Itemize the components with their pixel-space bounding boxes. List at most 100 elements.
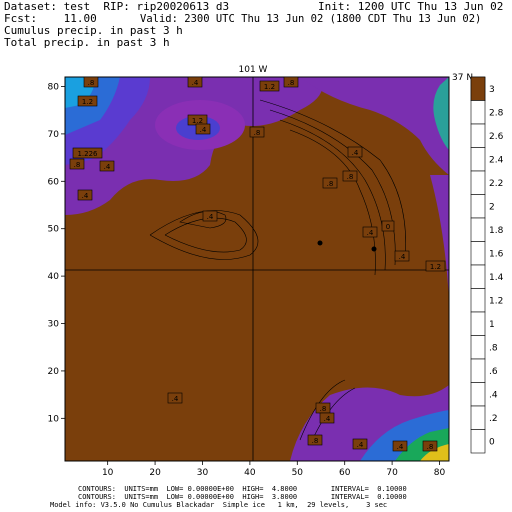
y-tick-label: 30 (48, 320, 60, 330)
contour-label-box (77, 95, 98, 107)
contour-label: .8 (427, 443, 434, 451)
contour-label: .8 (347, 173, 354, 181)
colorbar-swatch (470, 335, 486, 360)
x-tick-label: 10 (102, 468, 114, 478)
colorbar-label: 2 (489, 202, 495, 212)
colorbar-swatch (470, 311, 486, 336)
contour-line (279, 119, 386, 271)
contour-label: .4 (207, 213, 214, 221)
contour-label: .8 (74, 161, 81, 169)
contour-label-box (322, 177, 338, 189)
colorbar-swatch (470, 147, 486, 172)
contour-label-box (394, 250, 410, 262)
contour-label-box (195, 123, 211, 135)
east-strip (430, 175, 449, 300)
contours-cumulus-info: CONTOURS: UNITS=mm LOW= 0.00000E+00 HIGH… (78, 485, 407, 493)
precip-fill-layer (65, 77, 449, 461)
contour-label-box (352, 438, 368, 450)
x-tick-label: 40 (244, 468, 256, 478)
fcst-line: Fcst: 11.00 (4, 12, 97, 25)
dataset-line: Dataset: test RIP: rip20020613 d3 (4, 0, 230, 13)
contour-label-box (347, 146, 363, 158)
contour-label: 0 (386, 223, 390, 231)
contour-line (164, 217, 247, 253)
contour-label: .4 (357, 441, 364, 449)
contour-label: .4 (399, 253, 406, 261)
colorbar-swatch (470, 382, 486, 407)
colorbar-swatch (470, 100, 486, 125)
colorbar-label: .4 (489, 390, 498, 400)
colorbar-label: 2.2 (489, 179, 503, 189)
contour-label: .4 (324, 415, 331, 423)
contour-label-box (392, 440, 408, 452)
contour-label: .8 (254, 129, 261, 137)
colorbar-swatch (470, 76, 486, 101)
contour-label: .8 (312, 437, 319, 445)
contour-line (179, 210, 227, 229)
station-marker (371, 246, 377, 252)
plot-frame (64, 76, 450, 462)
y-tick-label: 70 (48, 130, 60, 140)
field-cumulus-label: Cumulus precip. in past 3 h (4, 24, 183, 37)
contour-line (269, 109, 396, 266)
colorbar-swatch (470, 170, 486, 195)
contour-line (149, 210, 259, 260)
contour-label-box (77, 189, 93, 201)
contour-label-box (319, 412, 335, 424)
model-info: Model info: V3.5.0 No Cumulus Blackadar … (50, 501, 388, 509)
contour-label-box (422, 440, 438, 452)
contour-label-box (381, 220, 395, 232)
contour-label-box (69, 158, 85, 170)
x-tick-label: 70 (386, 468, 398, 478)
colorbar-label: 0 (489, 437, 495, 447)
contour-label-box (187, 76, 203, 88)
contour-label: .4 (192, 79, 199, 87)
colorbar-label: 2.6 (489, 132, 504, 142)
colorbar-swatch (470, 217, 486, 242)
colorbar-label: 1 (489, 320, 495, 330)
x-tick-label: 30 (197, 468, 209, 478)
contour-label: .8 (88, 79, 95, 87)
colorbar-label: 2.8 (489, 108, 504, 118)
contour-label: 1.2 (264, 83, 275, 91)
colorbar-swatch (470, 264, 486, 289)
colorbar-label: 2.4 (489, 155, 504, 165)
station-marker (317, 240, 323, 246)
contour-label: 1.2 (192, 117, 203, 125)
parallel-label: 37 N (452, 73, 473, 83)
contour-label: 1.2 (82, 98, 93, 106)
contour-label: .4 (397, 443, 404, 451)
x-axis-ticks: 10 20 30 40 50 60 70 80 (102, 461, 446, 478)
x-tick-label: 20 (149, 468, 161, 478)
contour-label: .8 (327, 180, 334, 188)
contour-label: .4 (82, 192, 89, 200)
contour-label-box (99, 160, 115, 172)
x-tick-label: 60 (339, 468, 351, 478)
contour-label-box (259, 80, 280, 92)
contour-label-box (342, 170, 358, 182)
ne-purple-area (300, 77, 449, 175)
contour-label: .8 (320, 405, 327, 413)
y-axis-ticks: 10 20 30 40 50 60 70 80 (48, 82, 65, 424)
colorbar-label: 1.2 (489, 296, 503, 306)
contour-label-box (307, 434, 323, 446)
contour-label: .4 (200, 126, 207, 134)
x-tick-label: 50 (292, 468, 304, 478)
contour-label-box (167, 392, 183, 404)
colorbar-swatch (470, 429, 486, 454)
contour-label: 1.226 (77, 150, 98, 158)
colorbar-label: 1.8 (489, 226, 504, 236)
meridian-label: 101 W (239, 65, 268, 75)
colorbar: 32.82.62.42.221.81.61.41.21.8.6.4.20 (470, 76, 504, 454)
contour-label-box (249, 126, 265, 138)
colorbar-label: 1.4 (489, 273, 504, 283)
contour-line (259, 99, 406, 261)
colorbar-label: .2 (489, 414, 498, 424)
contour-labels: .81.2.4 1.2.81.2.4.81.226.8.4.4.4.4.8.8.4… (69, 76, 446, 452)
y-tick-label: 20 (48, 367, 60, 377)
y-tick-label: 60 (48, 177, 60, 187)
contour-label: .8 (288, 79, 295, 87)
y-tick-label: 50 (48, 225, 60, 235)
colorbar-label: .8 (489, 343, 498, 353)
colorbar-label: .6 (489, 367, 498, 377)
